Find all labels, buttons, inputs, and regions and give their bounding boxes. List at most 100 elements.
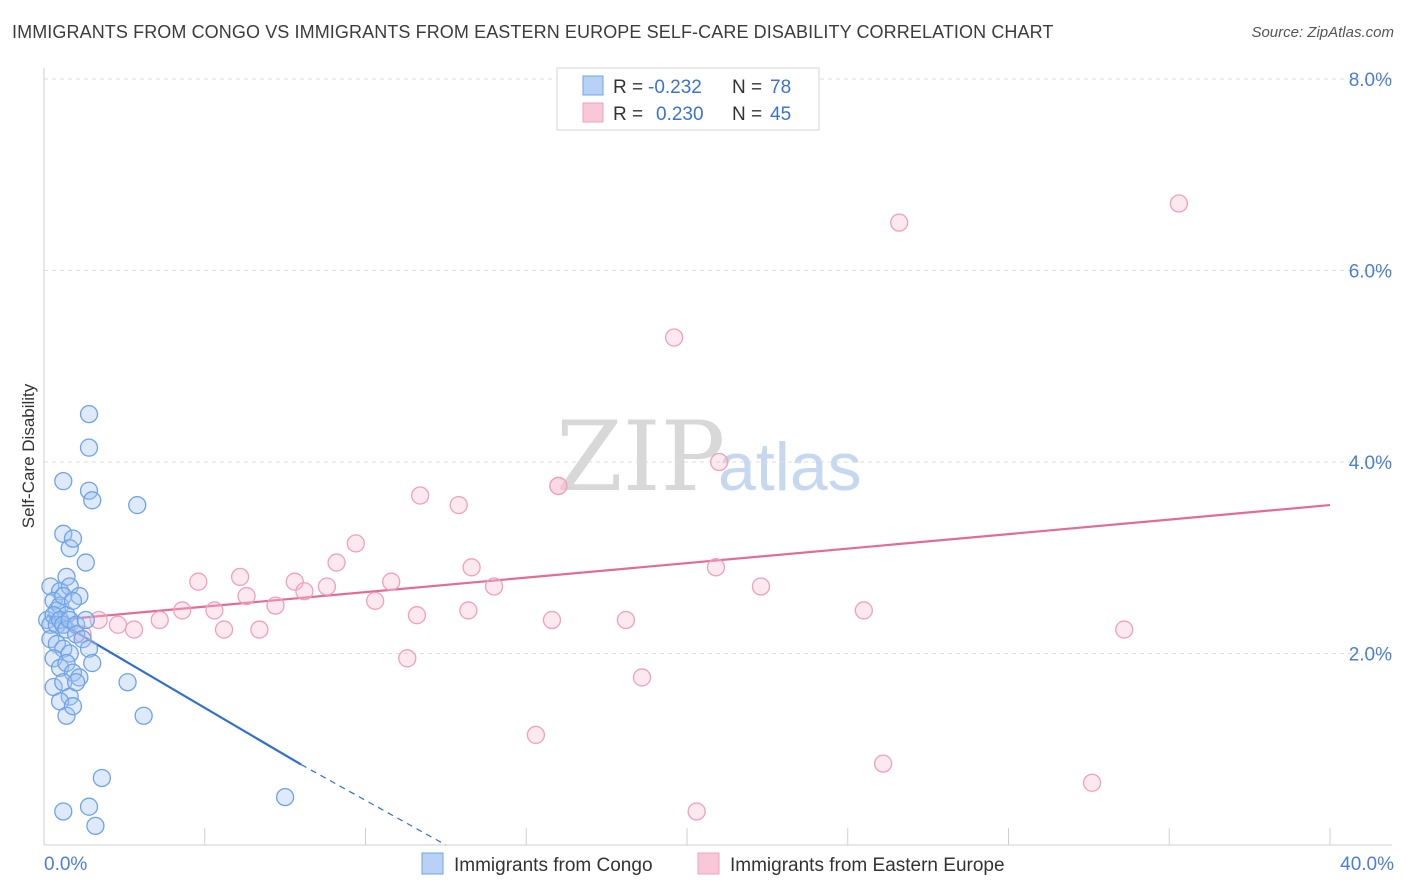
- chart-source: Source: ZipAtlas.com: [1251, 24, 1394, 41]
- trend-lines: [46, 503, 1331, 846]
- legend-r-value-congo: -0.232: [648, 77, 702, 98]
- point-eastern: [108, 615, 128, 634]
- point-congo: [83, 491, 102, 510]
- legend-r-label-eastern: R =: [613, 104, 643, 125]
- point-eastern: [1082, 773, 1102, 792]
- chart-title: IMMIGRANTS FROM CONGO VS IMMIGRANTS FROM…: [12, 22, 1054, 42]
- x-tick-label-max: 40.0%: [1340, 854, 1394, 875]
- point-eastern: [411, 486, 430, 505]
- point-eastern: [317, 577, 337, 596]
- point-eastern: [706, 558, 726, 577]
- y-tick-label: 2.0%: [1349, 645, 1392, 666]
- watermark-atlas: atlas: [718, 429, 862, 505]
- point-congo: [54, 586, 73, 606]
- y-tick-label: 6.0%: [1349, 262, 1392, 283]
- x-tick-label-min: 0.0%: [44, 854, 87, 875]
- point-eastern: [526, 725, 546, 745]
- axes: [43, 68, 1392, 846]
- point-congo: [275, 787, 295, 807]
- series-legend-swatch-eastern: [697, 852, 720, 875]
- point-eastern: [214, 620, 234, 639]
- point-eastern: [710, 452, 729, 472]
- point-eastern: [365, 591, 385, 610]
- series-legend-label-congo: Immigrants from Congo: [454, 855, 653, 876]
- point-eastern: [285, 572, 304, 591]
- point-congo: [86, 816, 105, 835]
- point-congo: [76, 610, 95, 630]
- point-congo: [79, 639, 99, 658]
- point-eastern: [230, 567, 250, 587]
- point-eastern: [295, 582, 314, 601]
- point-congo: [63, 591, 83, 610]
- series-legend: Immigrants from Congo Immigrants from Ea…: [421, 852, 1005, 876]
- point-congo: [57, 620, 76, 639]
- point-eastern: [1169, 194, 1189, 213]
- point-eastern: [189, 572, 208, 591]
- y-axis-title: Self-Care Disability: [19, 383, 38, 528]
- y-tick-labels: 2.0% 4.0% 6.0% 8.0%: [1349, 70, 1392, 666]
- point-congo: [79, 438, 99, 457]
- point-eastern: [266, 596, 285, 615]
- point-congo: [41, 577, 60, 596]
- watermark-zip: ZIP: [556, 401, 725, 513]
- point-eastern: [632, 668, 652, 687]
- point-eastern: [751, 577, 771, 596]
- point-eastern: [382, 572, 401, 591]
- point-eastern: [549, 476, 568, 496]
- point-eastern: [407, 606, 427, 625]
- point-eastern: [124, 620, 144, 639]
- point-congo: [134, 706, 153, 725]
- point-eastern: [1115, 620, 1134, 639]
- point-eastern: [398, 649, 417, 668]
- point-eastern: [854, 601, 873, 620]
- point-congo: [128, 495, 147, 515]
- point-congo: [79, 797, 99, 816]
- data-points: [38, 194, 1189, 835]
- point-eastern: [150, 610, 169, 630]
- point-congo: [54, 471, 73, 491]
- point-congo: [63, 697, 83, 716]
- point-eastern: [173, 601, 192, 620]
- point-congo: [60, 577, 79, 596]
- legend-n-value-eastern: 45: [770, 104, 791, 125]
- point-congo: [79, 404, 99, 424]
- legend-swatch-congo: [582, 75, 604, 96]
- y-tick-label: 4.0%: [1349, 453, 1392, 474]
- point-eastern: [237, 586, 256, 606]
- point-congo: [54, 802, 73, 821]
- point-congo: [79, 481, 99, 500]
- point-eastern: [205, 601, 224, 620]
- point-congo: [63, 529, 83, 548]
- point-congo: [60, 539, 79, 558]
- legend-n-value-congo: 78: [770, 77, 791, 98]
- series-legend-label-eastern: Immigrants from Eastern Europe: [730, 855, 1005, 876]
- point-congo: [57, 706, 76, 725]
- y-tick-label: 8.0%: [1349, 70, 1392, 91]
- point-eastern: [542, 610, 562, 630]
- point-congo: [73, 629, 92, 649]
- point-congo: [57, 653, 76, 673]
- point-eastern: [89, 610, 108, 630]
- point-eastern: [346, 534, 366, 553]
- point-eastern: [873, 754, 893, 773]
- point-eastern: [664, 328, 684, 347]
- point-eastern: [484, 577, 504, 596]
- point-congo: [57, 567, 76, 587]
- trend-line-congo-extension: [300, 764, 447, 846]
- x-tick-labels: 0.0% 40.0%: [44, 854, 1394, 875]
- point-eastern: [250, 620, 269, 639]
- legend-n-label-congo: N =: [732, 77, 762, 98]
- point-eastern: [616, 610, 636, 630]
- point-eastern: [462, 558, 481, 577]
- point-congo: [76, 553, 95, 572]
- legend-r-label-congo: R =: [613, 77, 643, 98]
- point-congo: [83, 653, 102, 673]
- point-eastern: [687, 802, 706, 821]
- point-eastern: [459, 601, 478, 620]
- point-eastern: [449, 495, 468, 515]
- point-eastern: [890, 213, 909, 232]
- point-eastern: [327, 553, 346, 572]
- legend-r-value-eastern: 0.230: [656, 104, 704, 125]
- point-congo: [92, 768, 112, 788]
